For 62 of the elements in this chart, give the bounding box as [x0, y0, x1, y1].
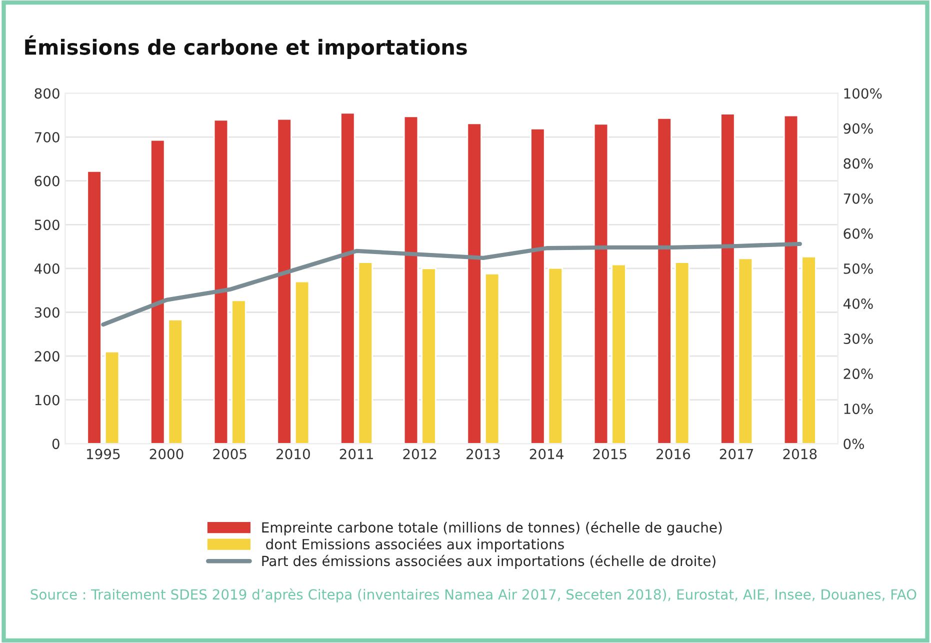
y-tick-label: 600: [34, 176, 60, 186]
y2-tick-label: 0%: [844, 438, 864, 450]
x-tick-label: 2005: [213, 448, 246, 460]
x-tick-label: 2011: [340, 448, 373, 460]
y-tick-label: 100: [35, 394, 60, 406]
x-tick-label: 2010: [276, 448, 310, 460]
y-tick-label: 500: [34, 220, 60, 230]
bar: [738, 258, 754, 444]
bar: [358, 262, 374, 444]
x-tick-label: 2018: [783, 448, 817, 460]
bar: [674, 262, 690, 444]
bar: [150, 139, 166, 444]
x-tick-label: 2012: [403, 448, 436, 460]
y2-tick-label: 10%: [844, 404, 873, 414]
bar: [104, 350, 120, 444]
bar: [231, 300, 246, 444]
bar: [720, 113, 736, 444]
bar: [484, 273, 500, 444]
y2-tick-label: 20%: [844, 368, 873, 380]
bar: [530, 128, 546, 444]
y-tick-label: 200: [34, 351, 60, 362]
source-note: Source : Traitement SDES 2019 d’après Citepa (inventaires Namea Air 2017, Seceten 2018), Eurostat, AIE, Insee, Douanes, FAO: [30, 588, 916, 602]
legend-label: Empreinte carbone totale (millions de tonnes) (échelle de gauche): [262, 521, 722, 536]
x-tick-label: 2017: [720, 448, 754, 460]
chart-title: Émissions de carbone et importations: [25, 35, 467, 59]
y-tick-label: 400: [34, 263, 60, 274]
x-tick-label: 2015: [593, 448, 626, 460]
bar: [421, 268, 436, 444]
y2-tick-label: 40%: [843, 298, 873, 309]
legend-label: dont Emissions associées aux importations: [266, 538, 564, 552]
x-tick-label: 1995: [87, 448, 120, 460]
bar: [611, 264, 626, 444]
y2-tick-label: 60%: [844, 228, 873, 239]
bar: [340, 112, 356, 444]
bar: [783, 114, 799, 444]
x-tick-label: 2013: [466, 448, 500, 460]
bar: [168, 319, 183, 444]
bar: [86, 170, 102, 444]
bar: [656, 118, 672, 444]
line-series: [101, 242, 802, 327]
x-tick-label: 2016: [656, 448, 690, 460]
x-tick-label: 2014: [530, 448, 564, 460]
y2-tick-label: 50%: [844, 263, 873, 274]
y2-tick-label: 100%: [844, 88, 882, 99]
bar: [593, 123, 609, 444]
legend-label: Part des émissions associées aux importations (échelle de droite): [262, 554, 716, 569]
bar: [403, 116, 419, 444]
y-tick-label: 0: [52, 438, 60, 450]
y-tick-label: 700: [34, 132, 60, 143]
bar: [213, 119, 229, 444]
bar: [466, 122, 482, 444]
bar: [801, 256, 816, 444]
y2-tick-label: 90%: [844, 123, 873, 134]
y2-tick-label: 30%: [844, 334, 873, 344]
y2-tick-label: 70%: [844, 193, 873, 204]
bar: [276, 118, 292, 444]
bar: [548, 267, 564, 444]
y-tick-label: 800: [34, 88, 60, 99]
bar: [294, 280, 310, 444]
x-tick-label: 2000: [150, 448, 184, 460]
y-tick-label: 300: [34, 307, 60, 318]
y2-tick-label: 80%: [844, 158, 873, 169]
